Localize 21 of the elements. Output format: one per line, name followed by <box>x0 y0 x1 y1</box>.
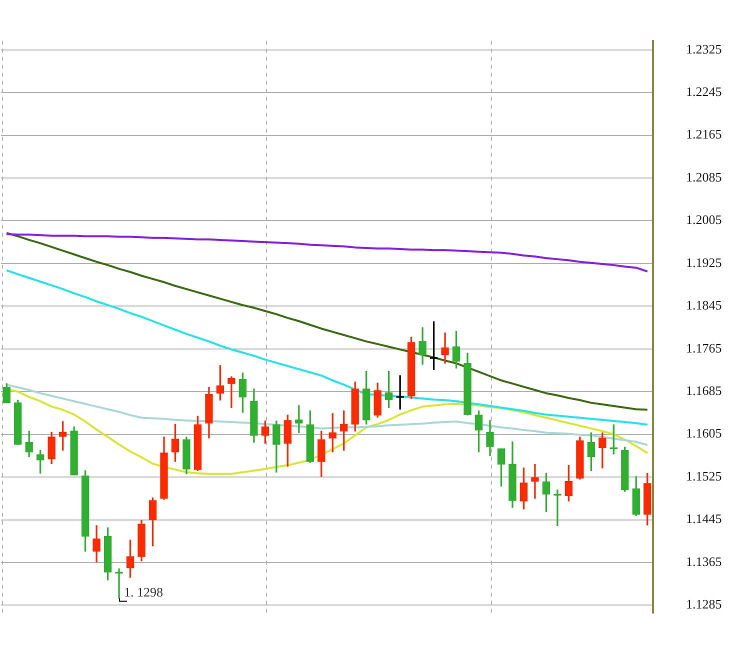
y-tick-label: 1.1365 <box>686 554 722 569</box>
y-tick-label: 1.2165 <box>686 126 722 142</box>
candlestick <box>115 568 123 599</box>
candlestick <box>531 464 539 499</box>
y-tick-label: 1.1685 <box>686 383 722 398</box>
candlestick <box>228 376 236 408</box>
y-tick-label: 1.2325 <box>686 41 722 56</box>
y-tick-label: 1.1445 <box>686 511 722 526</box>
y-tick-label: 1.2085 <box>686 169 722 184</box>
y-tick-label: 1.1845 <box>686 298 722 313</box>
y-tick-label: 1.1605 <box>686 426 722 441</box>
candlestick <box>396 375 404 410</box>
y-tick-label: 1.1525 <box>686 468 722 484</box>
candlestick <box>441 332 449 364</box>
y-tick-label: 1.1285 <box>686 596 722 612</box>
y-tick-label: 1.2245 <box>686 84 722 100</box>
y-tick-label: 1.1765 <box>686 340 722 356</box>
annotation: 1. 1298 <box>124 584 164 600</box>
y-tick-label: 1.2005 <box>686 212 722 228</box>
y-tick-label: 1.1925 <box>686 254 722 270</box>
candlestick <box>554 490 562 526</box>
